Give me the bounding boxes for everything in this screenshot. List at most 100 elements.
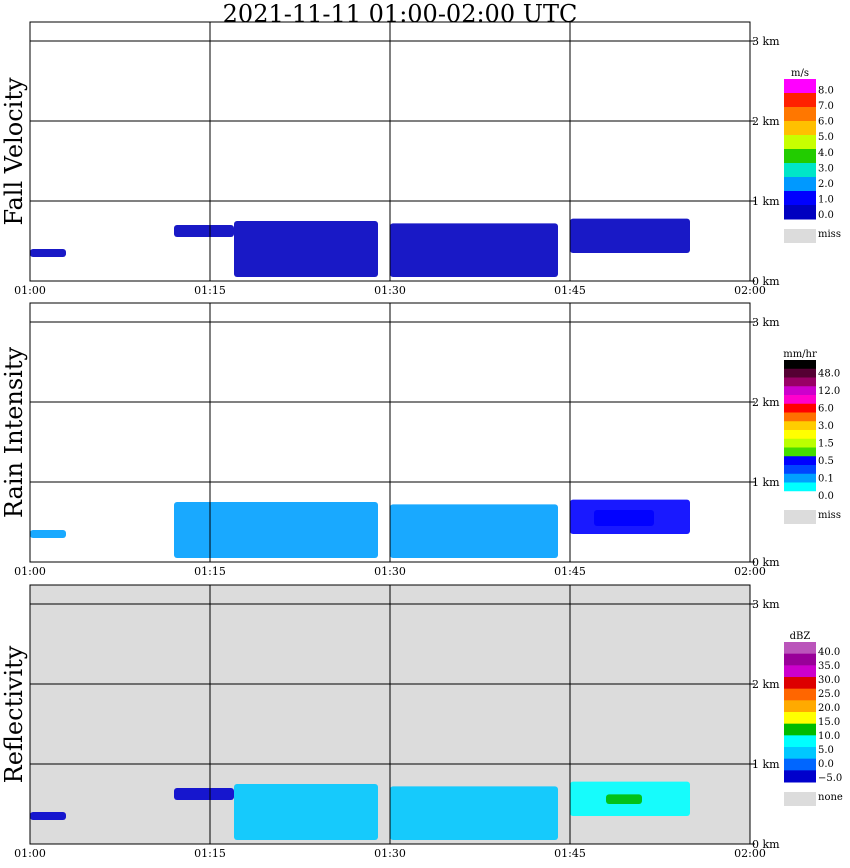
reflectivity-axis-label: Reflectivity [0,645,28,783]
fall-velocity-echo-1 [174,225,234,237]
rain-intensity-legend-swatch [784,473,816,483]
y-tick-label-1-km: 1 km [752,476,780,489]
reflectivity-legend-level: 5.0 [818,745,834,756]
y-tick-label-2-km: 2 km [752,115,780,128]
rain-intensity-legend-swatch [784,447,816,457]
fall-velocity-echo-0 [30,249,66,257]
rain-intensity-echo-1 [174,502,378,558]
reflectivity-echo-0 [30,812,66,820]
rain-intensity-legend-unit: mm/hr [783,349,817,360]
reflectivity-legend-swatch [784,758,816,771]
reflectivity-legend-swatch [784,723,816,736]
rain-intensity-legend-level: 0.5 [818,456,834,467]
reflectivity-legend-level: 15.0 [818,717,840,728]
x-tick-label-02-00: 02:00 [734,565,766,578]
rain-intensity-legend-level: 3.0 [818,421,834,432]
fall-velocity-axis-label: Fall Velocity [0,77,28,226]
reflectivity-legend-swatch [784,688,816,701]
reflectivity-legend-level: 0.0 [818,759,834,770]
x-tick-label-01-45: 01:45 [554,847,586,860]
reflectivity-legend-level: 40.0 [818,647,840,658]
fall-velocity-echo-2 [234,221,378,277]
reflectivity-legend-level: 20.0 [818,703,840,714]
rain-intensity-legend-swatch [784,491,816,501]
fall-velocity-legend-swatch [784,79,816,94]
rain-intensity-legend-miss-swatch [784,510,816,524]
rain-intensity-legend-swatch [784,403,816,413]
reflectivity-legend-level: 35.0 [818,661,840,672]
reflectivity-frame [29,584,751,845]
fall-velocity-legend-level: 6.0 [818,117,834,128]
reflectivity-legend-miss-swatch [784,792,816,806]
reflectivity-echo-2 [234,784,378,840]
reflectivity-legend-swatch [784,677,816,690]
fall-velocity-legend-swatch [784,135,816,150]
y-tick-label-1-km: 1 km [752,195,780,208]
rain-intensity-legend-level: 48.0 [818,369,840,380]
x-tick-label-02-00: 02:00 [734,284,766,297]
reflectivity-legend-swatch [784,770,816,783]
reflectivity-echo-5 [606,794,642,804]
rain-intensity-echo-2 [390,504,558,558]
rain-intensity-legend-level: 0.1 [818,474,834,485]
rain-intensity-legend-swatch [784,395,816,405]
rain-intensity-legend-miss-label: miss [818,510,841,521]
rain-intensity-echo-4 [594,510,654,526]
x-tick-label-01-00: 01:00 [14,565,46,578]
y-tick-label-1-km: 1 km [752,758,780,771]
fall-velocity-legend-swatch [784,163,816,178]
x-tick-label-01-30: 01:30 [374,565,406,578]
fall-velocity-legend-swatch [784,205,816,220]
reflectivity-echo-3 [390,786,558,840]
fall-velocity-legend-level: 4.0 [818,148,834,159]
rain-intensity-legend-swatch [784,421,816,431]
rain-intensity-legend-swatch [784,412,816,422]
fall-velocity-legend-level: 0.0 [818,210,834,221]
rain-intensity-legend-level: 0.0 [818,491,834,502]
rain-intensity-legend-swatch [784,368,816,378]
rain-intensity-legend-swatch [784,377,816,387]
fall-velocity-legend-level: 2.0 [818,179,834,190]
reflectivity-legend-swatch [784,653,816,666]
reflectivity-legend-level: 10.0 [818,731,840,742]
reflectivity-legend-unit: dBZ [790,631,811,642]
reflectivity-legend-swatch [784,642,816,655]
rain-intensity-legend-swatch [784,360,816,370]
rain-intensity-legend-level: 1.5 [818,439,834,450]
rain-intensity-legend-swatch [784,482,816,492]
y-tick-label-0-km: 0 km [752,838,780,851]
fall-velocity-legend-miss-swatch [784,229,816,243]
rain-intensity-legend-swatch [784,438,816,448]
fall-velocity-legend-swatch [784,191,816,206]
fall-velocity-legend-level: 5.0 [818,132,834,143]
y-tick-label-2-km: 2 km [752,396,780,409]
x-tick-label-01-30: 01:30 [374,284,406,297]
reflectivity-echo-1 [174,788,234,800]
reflectivity-legend-level: 30.0 [818,675,840,686]
rain-intensity-legend-level: 6.0 [818,404,834,415]
reflectivity-legend-level: 25.0 [818,689,840,700]
x-tick-label-01-45: 01:45 [554,284,586,297]
x-tick-label-01-30: 01:30 [374,847,406,860]
rain-intensity-legend-swatch [784,456,816,466]
reflectivity-legend-swatch [784,700,816,713]
reflectivity-legend-swatch [784,735,816,748]
fall-velocity-legend-unit: m/s [791,68,809,79]
x-tick-label-01-15: 01:15 [194,565,226,578]
y-tick-label-0-km: 0 km [752,556,780,569]
fall-velocity-legend-swatch [784,149,816,164]
reflectivity-legend-miss-label: none [818,792,843,803]
fall-velocity-legend-level: 3.0 [818,163,834,174]
fall-velocity-legend-level: 7.0 [818,101,834,112]
reflectivity-legend-swatch [784,665,816,678]
y-tick-label-0-km: 0 km [752,275,780,288]
x-tick-label-01-00: 01:00 [14,847,46,860]
fall-velocity-legend-swatch [784,107,816,122]
rain-intensity-legend-level: 12.0 [818,386,840,397]
rain-intensity-axis-label: Rain Intensity [0,347,28,519]
x-tick-label-01-15: 01:15 [194,847,226,860]
x-tick-label-02-00: 02:00 [734,847,766,860]
y-tick-label-2-km: 2 km [752,678,780,691]
y-tick-label-3-km: 3 km [752,316,780,329]
